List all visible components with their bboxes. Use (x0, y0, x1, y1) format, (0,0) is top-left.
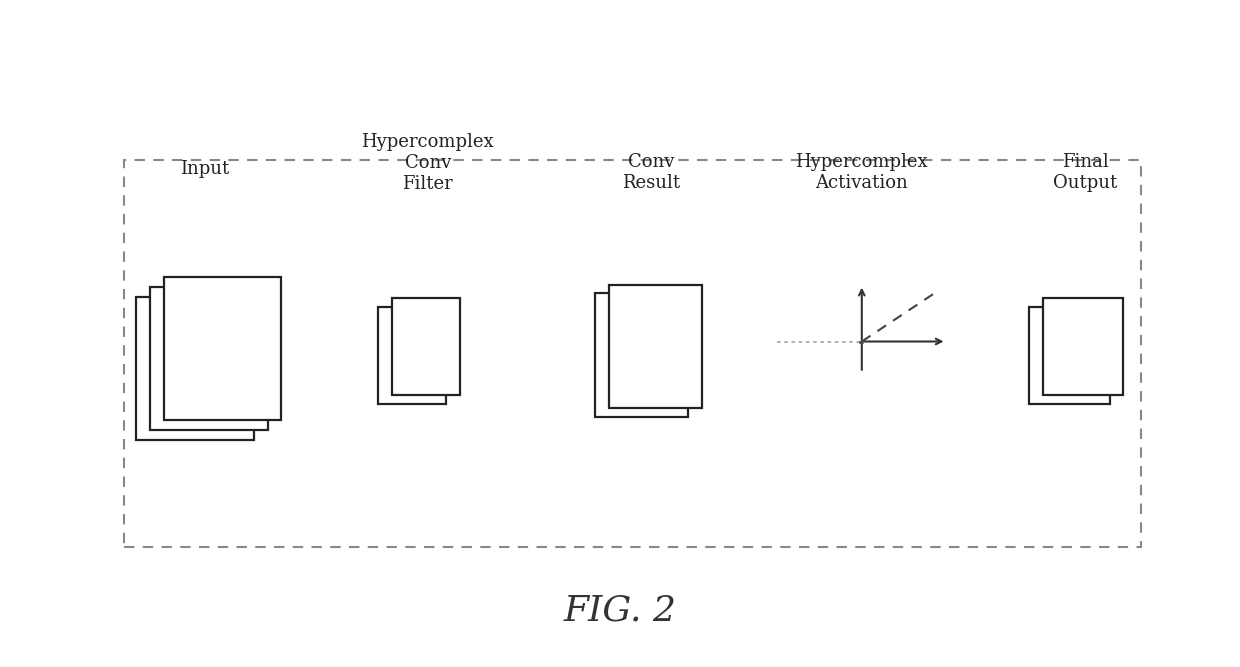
Bar (124, 160, 1141, 547)
Text: FIG. 2: FIG. 2 (563, 594, 677, 627)
Bar (378, 307, 446, 404)
Bar (136, 297, 254, 440)
Bar (609, 285, 702, 408)
Bar (1043, 298, 1123, 395)
Text: Hypercomplex
Activation: Hypercomplex Activation (796, 153, 928, 192)
Text: Input: Input (180, 160, 229, 178)
Bar (392, 298, 460, 395)
Bar (164, 277, 281, 420)
Text: Hypercomplex
Conv
Filter: Hypercomplex Conv Filter (362, 133, 494, 193)
Text: Final
Output: Final Output (1053, 153, 1117, 192)
Text: Conv
Result: Conv Result (622, 153, 680, 192)
Bar (1029, 307, 1110, 404)
Bar (595, 293, 688, 417)
Bar (150, 287, 268, 430)
